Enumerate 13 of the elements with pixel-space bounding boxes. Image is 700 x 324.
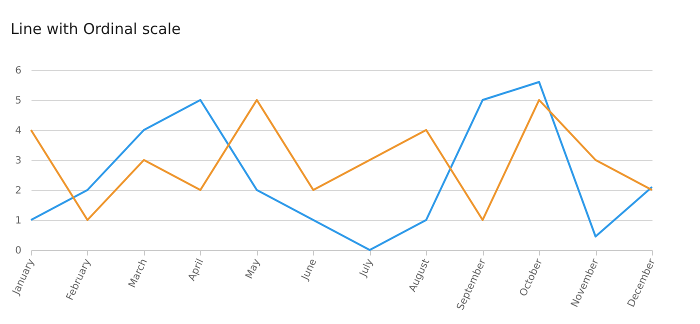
- x-tick-label: July: [358, 257, 376, 280]
- line-series: [30, 99, 653, 221]
- y-tick-label: 0: [15, 246, 22, 256]
- x-tick-label: June: [300, 257, 320, 283]
- y-tick-label: 1: [15, 216, 22, 226]
- y-tick-label: 2: [15, 186, 22, 196]
- y-tick-label: 5: [15, 96, 22, 106]
- chart-title: Line with Ordinal scale: [10, 20, 181, 38]
- x-tick-label: May: [244, 257, 263, 281]
- x-tick-label: April: [186, 257, 206, 283]
- y-tick-label: 4: [15, 126, 22, 136]
- y-tick-label: 3: [15, 156, 22, 166]
- y-tick-label: 6: [15, 66, 22, 76]
